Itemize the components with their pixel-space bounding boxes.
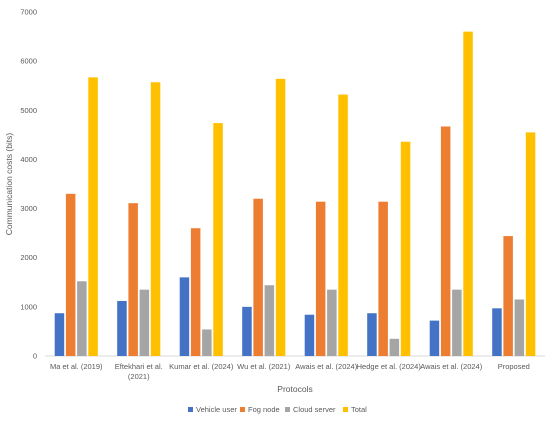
y-tick-label: 3000 bbox=[20, 204, 37, 213]
legend-label: Vehicle user bbox=[196, 405, 237, 414]
y-tick-label: 6000 bbox=[20, 57, 37, 66]
bars bbox=[54, 31, 536, 357]
bar-fog-node bbox=[253, 198, 263, 356]
bar-cloud-server bbox=[264, 285, 275, 356]
x-tick-label: Wu et al. (2021) bbox=[237, 362, 291, 371]
legend-label: Cloud server bbox=[293, 405, 336, 414]
y-tick-label: 7000 bbox=[20, 8, 37, 17]
legend-swatch bbox=[188, 407, 193, 412]
legend-swatch bbox=[285, 407, 290, 412]
bar-fog-node bbox=[378, 201, 388, 356]
bar-vehicle-user bbox=[367, 313, 377, 356]
legend-label: Total bbox=[351, 405, 367, 414]
x-tick-label: Kumar et al. (2024) bbox=[169, 362, 234, 371]
x-tick-label: Ma et al. (2019) bbox=[50, 362, 103, 371]
y-tick-label: 5000 bbox=[20, 106, 37, 115]
bar-cloud-server bbox=[139, 289, 150, 356]
x-tick-label: Hedge et al. (2024) bbox=[357, 362, 422, 371]
bar-cloud-server bbox=[389, 338, 400, 356]
legend: Vehicle user Fog node Cloud server Total bbox=[188, 405, 367, 414]
x-axis-ticks: Ma et al. (2019) Eftekhari et al. (2021) Ku… bbox=[50, 362, 530, 381]
bar-cloud-server bbox=[514, 299, 525, 356]
bar-total bbox=[213, 123, 223, 356]
y-tick-label: 4000 bbox=[20, 155, 37, 164]
y-axis-ticks: 0 1000 2000 3000 4000 5000 6000 7000 bbox=[20, 8, 37, 361]
legend-swatch bbox=[343, 407, 348, 412]
bar-vehicle-user bbox=[492, 308, 502, 356]
bar-total bbox=[275, 78, 286, 356]
bar-total bbox=[463, 31, 473, 357]
y-tick-label: 2000 bbox=[20, 253, 37, 262]
x-tick-label: Awais et al. (2024) bbox=[295, 362, 357, 371]
legend-swatch bbox=[240, 407, 245, 412]
bar-cloud-server bbox=[327, 289, 337, 356]
bar-total bbox=[338, 94, 348, 356]
bar-cloud-server bbox=[202, 329, 212, 356]
x-axis-title: Protocols bbox=[277, 384, 312, 394]
x-tick-label: Proposed bbox=[498, 362, 530, 371]
y-tick-label: 0 bbox=[33, 352, 37, 361]
bar-fog-node bbox=[65, 193, 76, 356]
bar-fog-node bbox=[315, 201, 326, 356]
bar-fog-node bbox=[503, 236, 513, 356]
bar-vehicle-user bbox=[117, 300, 127, 356]
y-tick-label: 1000 bbox=[20, 302, 37, 311]
bar-total bbox=[150, 82, 161, 356]
legend-label: Fog node bbox=[248, 405, 280, 414]
x-tick-label: Eftekhari et al. (2021) bbox=[115, 362, 163, 381]
bar-cloud-server bbox=[452, 289, 462, 356]
bar-cloud-server bbox=[77, 281, 87, 356]
bar-fog-node bbox=[128, 203, 138, 356]
x-tick-label: Awais et al. (2024) bbox=[420, 362, 482, 371]
bar-total bbox=[400, 141, 411, 356]
bar-total bbox=[525, 132, 536, 356]
bar-total bbox=[88, 77, 98, 357]
bar-fog-node bbox=[190, 228, 201, 356]
bar-vehicle-user bbox=[179, 277, 190, 356]
bar-vehicle-user bbox=[429, 320, 440, 356]
bar-vehicle-user bbox=[54, 313, 65, 356]
bar-vehicle-user bbox=[304, 314, 315, 356]
bar-vehicle-user bbox=[242, 306, 252, 356]
y-axis-title: Communication costs (bits) bbox=[4, 133, 14, 236]
bar-fog-node bbox=[440, 126, 451, 356]
